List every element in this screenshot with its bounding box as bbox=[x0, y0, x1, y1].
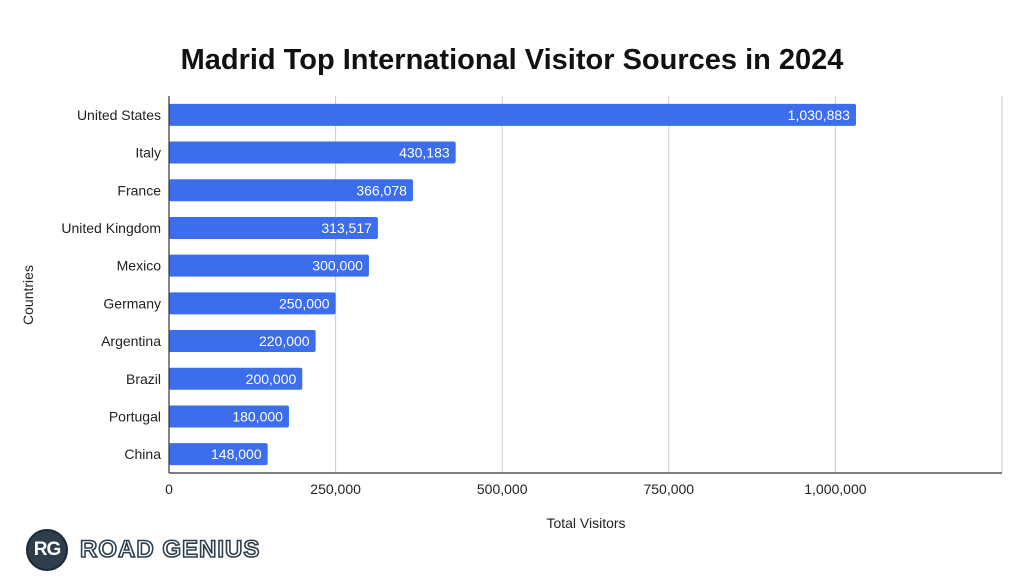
data-label: 250,000 bbox=[279, 295, 330, 311]
bar bbox=[169, 216, 378, 239]
data-label: 300,000 bbox=[312, 258, 363, 274]
bar bbox=[169, 254, 369, 277]
y-tick-label: Germany bbox=[103, 295, 161, 311]
x-tick-label: 750,000 bbox=[643, 481, 694, 497]
data-label: 430,183 bbox=[399, 145, 450, 161]
x-tick-label: 0 bbox=[165, 481, 173, 497]
y-tick-label: United States bbox=[77, 107, 161, 123]
logo-initials-badge: RG bbox=[26, 529, 68, 571]
bar bbox=[169, 179, 413, 202]
x-axis-title: Total Visitors bbox=[546, 515, 625, 531]
data-label: 200,000 bbox=[246, 371, 297, 387]
data-label: 148,000 bbox=[211, 446, 262, 462]
y-tick-label: France bbox=[117, 182, 161, 198]
y-tick-label: Brazil bbox=[126, 371, 161, 387]
data-label: 180,000 bbox=[232, 408, 283, 424]
logo-wordmark: ROAD GENIUS bbox=[79, 535, 261, 564]
bar bbox=[169, 103, 856, 126]
y-tick-label: Italy bbox=[135, 145, 161, 161]
chart-title: Madrid Top International Visitor Sources… bbox=[180, 44, 844, 76]
bar bbox=[169, 141, 456, 164]
bar bbox=[169, 330, 316, 353]
bar bbox=[169, 405, 289, 428]
data-label: 220,000 bbox=[259, 333, 310, 349]
x-tick-label: 250,000 bbox=[310, 481, 361, 497]
y-tick-label: Argentina bbox=[101, 333, 161, 349]
data-label: 313,517 bbox=[321, 220, 372, 236]
x-tick-label: 500,000 bbox=[477, 481, 528, 497]
y-tick-label: China bbox=[124, 446, 161, 462]
y-axis-title: Countries bbox=[20, 265, 36, 325]
bar bbox=[169, 443, 268, 466]
y-tick-label: Mexico bbox=[117, 258, 162, 274]
y-tick-label: United Kingdom bbox=[61, 220, 161, 236]
x-tick-label: 1,000,000 bbox=[804, 481, 866, 497]
bar bbox=[169, 367, 303, 390]
bar bbox=[169, 292, 336, 315]
data-label: 366,078 bbox=[356, 182, 407, 198]
data-label: 1,030,883 bbox=[788, 107, 850, 123]
road-genius-logo: RG ROAD GENIUS bbox=[26, 527, 260, 573]
y-tick-label: Portugal bbox=[109, 408, 161, 424]
